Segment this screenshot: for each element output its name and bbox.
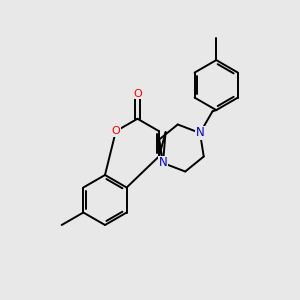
Text: N: N [196,127,204,140]
Text: N: N [159,157,167,169]
Text: O: O [112,126,120,136]
Text: O: O [133,89,142,99]
